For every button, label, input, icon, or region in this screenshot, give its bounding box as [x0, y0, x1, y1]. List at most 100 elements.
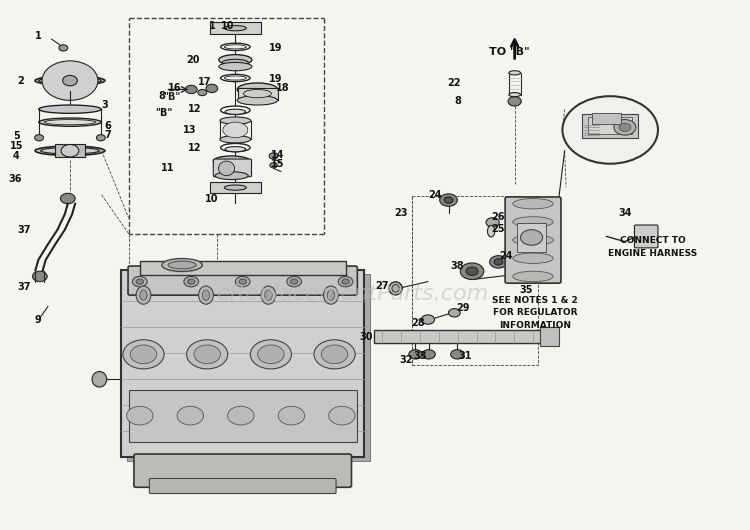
Text: 14: 14: [272, 150, 285, 160]
Circle shape: [286, 277, 302, 287]
Circle shape: [466, 267, 478, 276]
Ellipse shape: [39, 118, 101, 126]
Ellipse shape: [237, 83, 278, 96]
Text: "B": "B": [164, 92, 181, 102]
Text: 10: 10: [205, 193, 218, 204]
Ellipse shape: [219, 55, 252, 65]
Text: 7: 7: [104, 130, 111, 140]
Ellipse shape: [202, 290, 210, 301]
FancyBboxPatch shape: [213, 159, 251, 176]
Circle shape: [127, 407, 153, 425]
Circle shape: [236, 277, 250, 287]
Text: 28: 28: [411, 318, 424, 328]
Circle shape: [62, 145, 79, 157]
Circle shape: [451, 350, 464, 359]
Text: 4: 4: [13, 151, 20, 161]
Ellipse shape: [224, 25, 246, 31]
Text: 24: 24: [499, 251, 512, 261]
Circle shape: [188, 279, 195, 284]
Circle shape: [409, 350, 422, 359]
FancyBboxPatch shape: [134, 454, 352, 487]
Circle shape: [422, 350, 435, 359]
FancyBboxPatch shape: [210, 22, 261, 34]
Text: 16: 16: [168, 83, 182, 93]
Ellipse shape: [323, 286, 338, 304]
Ellipse shape: [225, 147, 246, 152]
Text: 8: 8: [454, 96, 460, 106]
Ellipse shape: [225, 109, 246, 114]
Circle shape: [97, 135, 105, 141]
Ellipse shape: [39, 105, 101, 113]
Circle shape: [184, 277, 199, 287]
Ellipse shape: [513, 253, 554, 263]
Text: 30: 30: [359, 332, 373, 342]
Circle shape: [130, 345, 157, 364]
Circle shape: [239, 279, 246, 284]
Circle shape: [42, 61, 98, 100]
Text: CONNECT TO
ENGINE HARNESS: CONNECT TO ENGINE HARNESS: [608, 236, 698, 258]
Ellipse shape: [513, 271, 554, 281]
Ellipse shape: [218, 161, 235, 175]
Circle shape: [34, 135, 44, 141]
Ellipse shape: [224, 76, 246, 80]
Circle shape: [258, 345, 284, 364]
Text: 5: 5: [13, 131, 20, 141]
Text: 29: 29: [457, 303, 470, 313]
Ellipse shape: [513, 235, 554, 245]
Text: 24: 24: [428, 190, 442, 200]
Text: 26: 26: [492, 212, 506, 222]
Circle shape: [187, 340, 228, 369]
Text: 34: 34: [618, 208, 632, 218]
Circle shape: [440, 194, 458, 206]
Text: 38: 38: [451, 261, 464, 271]
Circle shape: [290, 279, 298, 284]
FancyBboxPatch shape: [128, 266, 357, 295]
FancyBboxPatch shape: [56, 144, 85, 157]
Ellipse shape: [220, 136, 251, 143]
Text: 12: 12: [188, 143, 202, 153]
Text: 12: 12: [188, 104, 202, 114]
Text: 19: 19: [269, 74, 283, 84]
Circle shape: [133, 277, 147, 287]
Ellipse shape: [199, 286, 213, 304]
Ellipse shape: [168, 261, 196, 269]
Circle shape: [619, 123, 631, 131]
FancyBboxPatch shape: [122, 270, 364, 457]
FancyBboxPatch shape: [128, 275, 370, 461]
Text: 13: 13: [183, 125, 196, 135]
FancyBboxPatch shape: [592, 113, 621, 123]
Text: 31: 31: [458, 351, 472, 361]
Ellipse shape: [213, 156, 250, 166]
Text: 37: 37: [17, 225, 31, 235]
Circle shape: [136, 279, 143, 284]
Ellipse shape: [220, 117, 251, 124]
Circle shape: [177, 407, 203, 425]
Text: 25: 25: [492, 224, 506, 234]
Circle shape: [494, 259, 503, 265]
Circle shape: [460, 263, 484, 279]
Circle shape: [270, 163, 278, 168]
Circle shape: [314, 340, 356, 369]
Ellipse shape: [509, 70, 520, 75]
Text: 32: 32: [399, 355, 412, 365]
Ellipse shape: [140, 290, 147, 301]
Ellipse shape: [389, 282, 402, 295]
Text: 3: 3: [101, 100, 108, 110]
Text: 8: 8: [158, 91, 165, 101]
Ellipse shape: [223, 59, 248, 66]
Circle shape: [251, 340, 292, 369]
FancyBboxPatch shape: [149, 479, 336, 493]
Circle shape: [342, 279, 350, 284]
Circle shape: [123, 340, 164, 369]
Text: 23: 23: [394, 208, 407, 218]
Circle shape: [486, 218, 500, 227]
Text: 36: 36: [8, 174, 22, 184]
Text: 15: 15: [272, 159, 285, 169]
FancyBboxPatch shape: [210, 182, 261, 193]
Circle shape: [194, 345, 220, 364]
Circle shape: [59, 45, 68, 51]
Ellipse shape: [35, 146, 105, 155]
Circle shape: [321, 345, 348, 364]
Ellipse shape: [223, 122, 248, 138]
Ellipse shape: [220, 106, 250, 114]
